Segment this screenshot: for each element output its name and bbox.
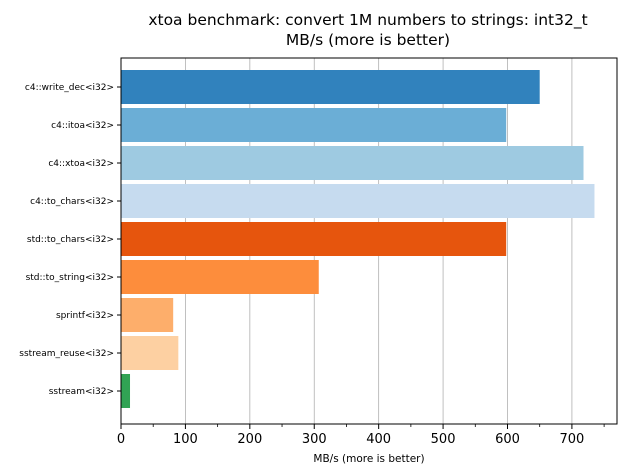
category-label: c4::itoa<i32> <box>51 121 114 131</box>
x-tick-label: 600 <box>495 432 520 447</box>
bar <box>121 146 584 180</box>
category-label: sprintf<i32> <box>56 311 114 321</box>
bar <box>121 336 179 370</box>
category-label: std::to_chars<i32> <box>27 235 114 245</box>
category-label: c4::to_chars<i32> <box>30 197 114 207</box>
x-tick-label: 300 <box>302 432 327 447</box>
plot-frame <box>120 57 618 425</box>
bar <box>121 222 507 256</box>
x-tick-label: 200 <box>237 432 262 447</box>
bar <box>121 260 319 294</box>
bar <box>121 184 595 218</box>
bar <box>121 70 540 104</box>
category-label: std::to_string<i32> <box>26 273 114 283</box>
x-tick-label: 400 <box>366 432 391 447</box>
category-labels: c4::write_dec<i32>c4::itoa<i32>c4::xtoa<… <box>19 83 121 397</box>
category-label: c4::xtoa<i32> <box>48 159 114 169</box>
bar <box>121 108 507 142</box>
x-tick-label: 100 <box>173 432 198 447</box>
x-axis: 0 100 200 300 400 500 600 700 <box>117 424 605 447</box>
bars-group <box>121 70 595 408</box>
bar <box>121 298 174 332</box>
category-label: sstream_reuse<i32> <box>19 349 114 359</box>
chart-title: xtoa benchmark: convert 1M numbers to st… <box>148 11 587 30</box>
x-tick-label: 700 <box>559 432 584 447</box>
x-tick-label: 500 <box>431 432 456 447</box>
x-tick-label: 0 <box>117 432 125 447</box>
category-label: sstream<i32> <box>49 387 114 397</box>
category-label: c4::write_dec<i32> <box>25 83 114 93</box>
bar <box>121 374 131 408</box>
chart-subtitle: MB/s (more is better) <box>286 31 450 49</box>
x-axis-label: MB/s (more is better) <box>313 453 424 465</box>
